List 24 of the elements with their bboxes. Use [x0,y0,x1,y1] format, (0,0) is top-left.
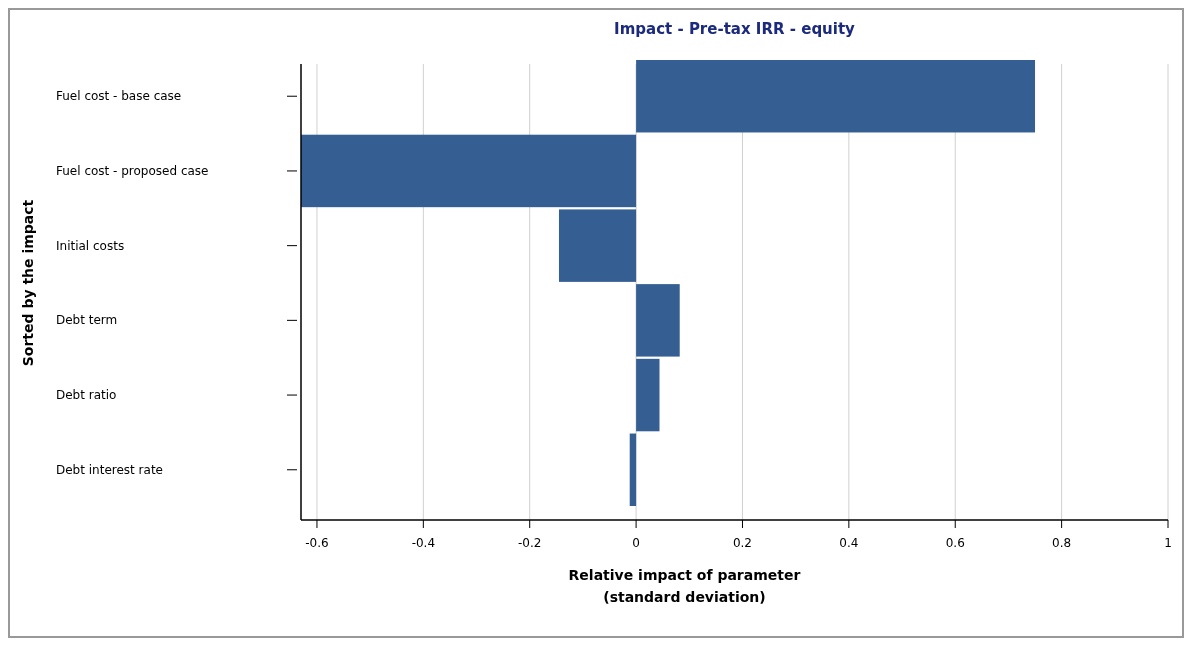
bar [636,60,1036,133]
y-tick-label: Fuel cost - base case [56,89,182,104]
y-tick-label: Fuel cost - proposed case [56,163,209,178]
bar [558,209,637,282]
x-tick-label: 0.6 [945,536,965,550]
y-tick-label: Debt interest rate [56,462,163,477]
x-tick-label: -0.4 [411,536,436,550]
x-tick-label: 0.4 [839,536,859,550]
chart-title: Impact - Pre-tax IRR - equity [614,20,856,38]
bar [301,134,637,208]
x-tick-label: 0.8 [1052,536,1072,550]
x-axis-title: Relative impact of parameter (standard deviation) [568,567,801,605]
bar [629,433,637,506]
y-tick-label: Debt ratio [56,388,117,403]
x-tick-label: 0.2 [732,536,753,550]
y-axis-title: Sorted by the impact [20,199,36,367]
x-tick-label: 1 [1164,536,1172,550]
y-tick-label: Initial costs [56,238,125,253]
x-tick-label: -0.2 [518,536,542,550]
x-tick-label: -0.6 [305,536,329,550]
y-tick-label: Debt term [56,313,118,328]
bar [636,284,680,357]
bar [636,358,660,432]
x-tick-label: 0 [632,536,640,550]
